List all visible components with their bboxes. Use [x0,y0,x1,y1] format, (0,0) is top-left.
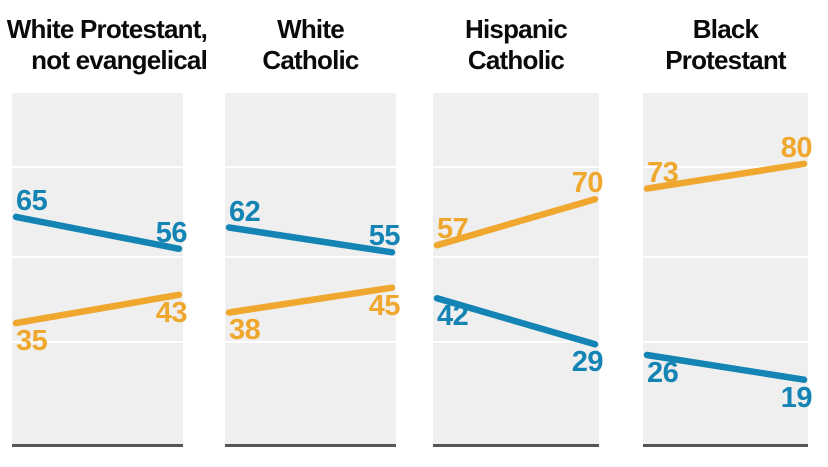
slope-chart-panel: Black Protestant 73 80 26 19 [643,14,813,447]
value-label-blue-start: 62 [229,196,261,228]
gridline [225,166,396,168]
slope-chart-panel: White Catholic 62 55 38 45 [225,14,401,447]
value-label-orange-end: 45 [368,290,401,322]
value-label-blue-end: 19 [780,382,813,414]
value-label-orange-end: 43 [155,297,188,329]
slope-line-orange [643,160,808,192]
gridline [433,341,599,343]
gridline [643,256,808,258]
plot-area: 62 55 38 45 [225,93,401,447]
gridline [225,256,396,258]
value-label-orange-end: 80 [780,132,813,164]
gridline [12,341,183,343]
slope-line-blue [433,295,599,348]
slope-lines-canvas [433,195,599,348]
slope-chart-panel: Hispanic Catholic 57 70 42 29 [433,14,604,447]
panel-title-line: not evangelical [31,45,208,75]
slope-lines-canvas [12,213,183,327]
gridline [643,166,808,168]
gridline [643,341,808,343]
gridline [12,256,183,258]
panel-title-line: Hispanic [465,14,568,44]
gridline [433,256,599,258]
slope-line-orange [225,284,396,316]
slope-line-blue [225,224,396,256]
panel-title-line: Catholic [467,45,565,75]
slope-line-orange [12,291,183,327]
value-label-orange-start: 38 [229,314,261,346]
panel-title: White Protestant, not evangelical [0,14,228,76]
value-label-orange-start: 35 [16,325,48,357]
panel-title: Black Protestant [598,14,828,76]
slope-lines-canvas [643,160,808,383]
value-label-blue-start: 65 [16,185,48,217]
slope-lines-canvas [225,224,396,316]
slope-chart-panel: White Protestant, not evangelical 65 56 35 43 [7,14,208,447]
slope-line-blue [643,351,808,383]
plot-area: 73 80 26 19 [643,93,813,447]
value-label-orange-end: 70 [571,167,604,199]
panel-title-line: Catholic [262,45,359,75]
panel-title: White Catholic [180,14,441,76]
slope-line-blue [12,213,183,253]
plot-area: 65 56 35 43 [12,93,188,447]
slope-line-orange [433,195,599,249]
panel-title-line: White Protestant, [6,14,208,44]
gridline [225,341,396,343]
gridline [12,166,183,168]
gridline [433,166,599,168]
panel-title-line: Protestant [665,45,786,75]
panel-title-line: White [277,14,345,44]
panel-title: Hispanic Catholic [388,14,644,76]
panel-title-line: Black [692,14,759,44]
value-label-blue-end: 55 [368,220,401,252]
value-label-blue-start: 26 [647,357,679,389]
value-label-blue-end: 29 [571,346,604,378]
plot-area: 57 70 42 29 [433,93,604,447]
